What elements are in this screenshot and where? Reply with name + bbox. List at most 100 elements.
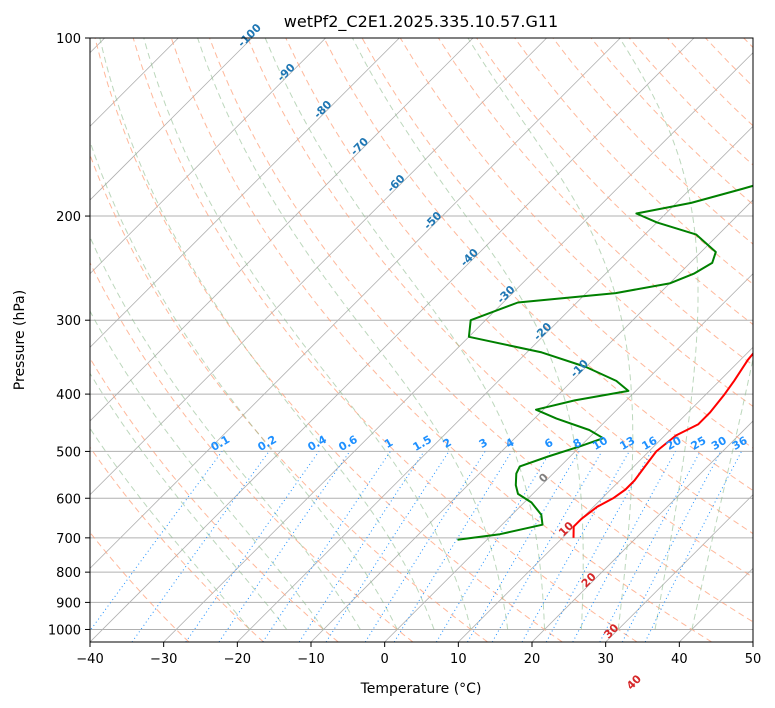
moist-adiabat-line (264, 38, 545, 630)
dry-adiabat-line (514, 38, 753, 285)
dry-adiabat-line (90, 261, 414, 642)
temperature-line (572, 352, 753, 538)
isotherm-line (458, 346, 753, 642)
y-tick-label: 500 (56, 445, 81, 460)
plot-frame (89, 37, 754, 643)
isotherm-label: -50 (421, 209, 444, 232)
dry-adiabat-line (705, 38, 753, 88)
isotherm-line (90, 38, 547, 496)
dry-adiabat-line (437, 38, 753, 366)
mixing-ratio-label: 13 (618, 434, 638, 453)
isotherm-line (384, 273, 753, 642)
dry-adiabat-line (132, 38, 638, 642)
x-tick-label: −10 (297, 652, 324, 667)
mixing-ratio-line (393, 451, 513, 642)
dry-adiabat-line (476, 38, 753, 326)
dry-adiabat-line (94, 38, 563, 642)
isotherm-line (90, 38, 400, 348)
isotherm-label: -60 (384, 172, 407, 195)
mixing-ratio-line (644, 451, 742, 642)
dewpoint-line (457, 184, 753, 541)
isotherm-label: -40 (458, 246, 481, 269)
dry-adiabat-line (285, 38, 753, 535)
mixing-ratio-line (545, 451, 652, 642)
moist-adiabat-line (90, 235, 361, 630)
background-lines (90, 38, 753, 642)
y-tick-label: 200 (56, 210, 81, 225)
y-tick-label: 1000 (48, 623, 81, 638)
dry-adiabat-line (667, 38, 753, 127)
isotherm-line (605, 494, 753, 642)
inner-labels: 0.1 0.2 0.4 0.6 1 1.5 2 3 4 6 8 10 13 16 20 25 30 36-100-… (209, 21, 750, 692)
dry-adiabat-line (209, 38, 753, 623)
chart-title: wetPf2_C2E1.2025.335.10.57.G11 (284, 12, 558, 32)
dry-adiabat-line (170, 38, 712, 642)
isotherm-line (679, 567, 753, 642)
mixing-ratio-line (599, 451, 701, 642)
moist-adiabat-line (691, 356, 753, 630)
isotherm-line (531, 420, 753, 642)
isotherm-label: 20 (579, 570, 599, 590)
y-tick-label: 900 (56, 596, 81, 611)
moist-adiabat-line (619, 38, 699, 630)
dry-adiabat-line (743, 38, 753, 49)
isotherm-line (90, 38, 253, 201)
mixing-ratio-label: 30 (709, 434, 729, 453)
mixing-ratio-line (325, 451, 450, 642)
isotherm-line (90, 38, 621, 569)
isotherm-label: 40 (624, 672, 644, 692)
y-tick-label: 400 (56, 388, 81, 403)
isotherm-line (90, 38, 695, 642)
data-lines (457, 184, 753, 541)
moist-adiabat-line (90, 427, 251, 630)
mixing-ratio-label: 0.6 (336, 433, 360, 454)
dry-adiabat-line (247, 38, 753, 578)
x-tick-label: −20 (224, 652, 251, 667)
mixing-ratio-line (521, 451, 630, 642)
mixing-ratio-label: 0.2 (256, 433, 279, 454)
isotherm-line (752, 641, 753, 642)
y-tick-label: 700 (56, 532, 81, 547)
mixing-ratio-label: 3 (477, 436, 490, 451)
mixing-ratio-line (90, 451, 223, 632)
mixing-ratio-label: 6 (542, 436, 555, 451)
isotherm-label: -10 (568, 357, 591, 380)
x-tick-label: 50 (745, 652, 762, 667)
y-tick-label: 800 (56, 566, 81, 581)
mixing-ratio-label: 25 (689, 434, 709, 453)
isotherm-line (90, 38, 474, 422)
mixing-ratio-line (131, 451, 270, 642)
dry-adiabat-line (90, 531, 190, 642)
mixing-ratio-line (435, 451, 552, 642)
y-axis-label: Pressure (hPa) (12, 290, 28, 390)
y-tick-label: 300 (56, 314, 81, 329)
mixing-ratio-label: 10 (590, 434, 610, 453)
x-tick-label: 10 (450, 652, 467, 667)
y-tick-label: 100 (56, 32, 81, 47)
isotherm-label: -70 (348, 135, 371, 158)
mixing-ratio-label: 1.5 (411, 433, 434, 454)
isotherm-line (237, 125, 753, 642)
dry-adiabat-line (323, 38, 753, 492)
x-tick-label: 30 (597, 652, 614, 667)
moist-adiabat-line (90, 139, 398, 630)
y-axis: 100 200 300 400 500 600 700 800 900 1000 (48, 32, 90, 638)
dry-adiabat-line (90, 153, 488, 642)
mixing-ratio-line (364, 451, 486, 642)
mixing-ratio-line (262, 451, 391, 642)
isotherm-label: -90 (275, 61, 298, 84)
dry-adiabat-line (552, 38, 753, 245)
moist-adiabat-line (467, 38, 634, 630)
moist-adiabat-line (90, 310, 324, 630)
mixing-ratio-line (572, 451, 676, 642)
x-tick-label: 40 (671, 652, 688, 667)
dry-adiabat-line (90, 357, 339, 642)
dry-adiabat-line (590, 38, 753, 206)
isotherm-line (163, 52, 753, 642)
y-tick-label: 600 (56, 492, 81, 507)
mixing-ratio-line (218, 451, 351, 642)
mixing-ratio-line (298, 451, 425, 642)
isotherm-label: -100 (235, 21, 264, 50)
dry-adiabat-line (90, 446, 264, 642)
